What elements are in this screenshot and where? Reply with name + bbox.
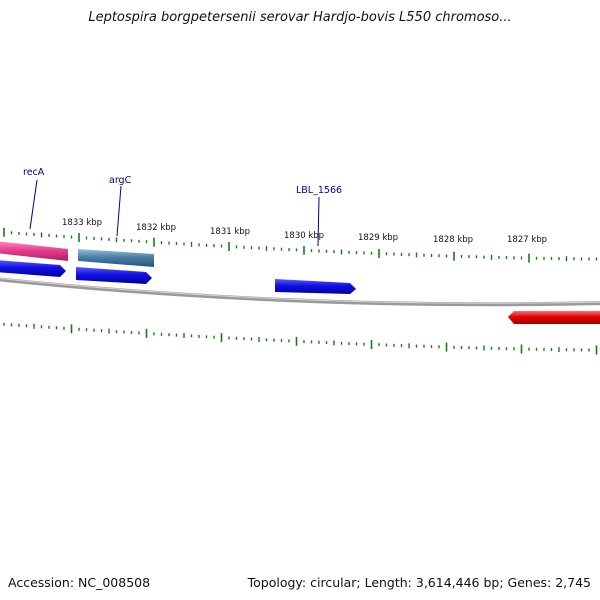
- chromosome-backbone: [0, 277, 600, 307]
- tick-labels: 1833 kbp 1832 kbp 1831 kbp 1830 kbp 1829…: [62, 218, 547, 245]
- tick-label-1831: 1831 kbp: [210, 227, 250, 237]
- gene-blue-feature-2[interactable]: [76, 267, 152, 284]
- gene-features: [0, 241, 600, 324]
- forward-tick-track: [3, 227, 598, 263]
- chromosome-backbone-highlight: [0, 278, 600, 304]
- gene-labels: recA argC LBL_1566: [23, 167, 342, 196]
- tick-label-1832: 1832 kbp: [136, 223, 176, 233]
- tick-label-1827: 1827 kbp: [507, 235, 547, 245]
- tick-label-1828: 1828 kbp: [433, 235, 473, 245]
- gene-label-reca[interactable]: recA: [23, 167, 45, 178]
- gene-label-lbl-1566[interactable]: LBL_1566: [296, 185, 342, 196]
- gene-reca-feature[interactable]: [0, 241, 68, 261]
- argc-leader-line: [116, 185, 122, 237]
- gene-lbl-1566-feature[interactable]: [275, 279, 356, 294]
- genome-summary-text: Topology: circular; Length: 3,614,446 bp…: [247, 575, 591, 590]
- tick-label-1830: 1830 kbp: [284, 231, 324, 241]
- lbl-1566-leader-line: [317, 196, 320, 247]
- tick-label-1829: 1829 kbp: [358, 233, 398, 243]
- gene-blue-feature-1[interactable]: [0, 260, 66, 277]
- gene-label-argc[interactable]: argC: [109, 175, 132, 186]
- reverse-tick-track: [3, 322, 598, 355]
- tick-label-1833: 1833 kbp: [62, 218, 102, 228]
- gene-label-lines: [29, 179, 320, 247]
- reca-leader-line: [29, 179, 38, 230]
- accession-text: Accession: NC_008508: [8, 575, 151, 590]
- map-title: Leptospira borgpetersenii serovar Hardjo…: [88, 10, 512, 25]
- gene-argc-feature[interactable]: [78, 249, 154, 267]
- gene-red-feature[interactable]: [508, 311, 600, 324]
